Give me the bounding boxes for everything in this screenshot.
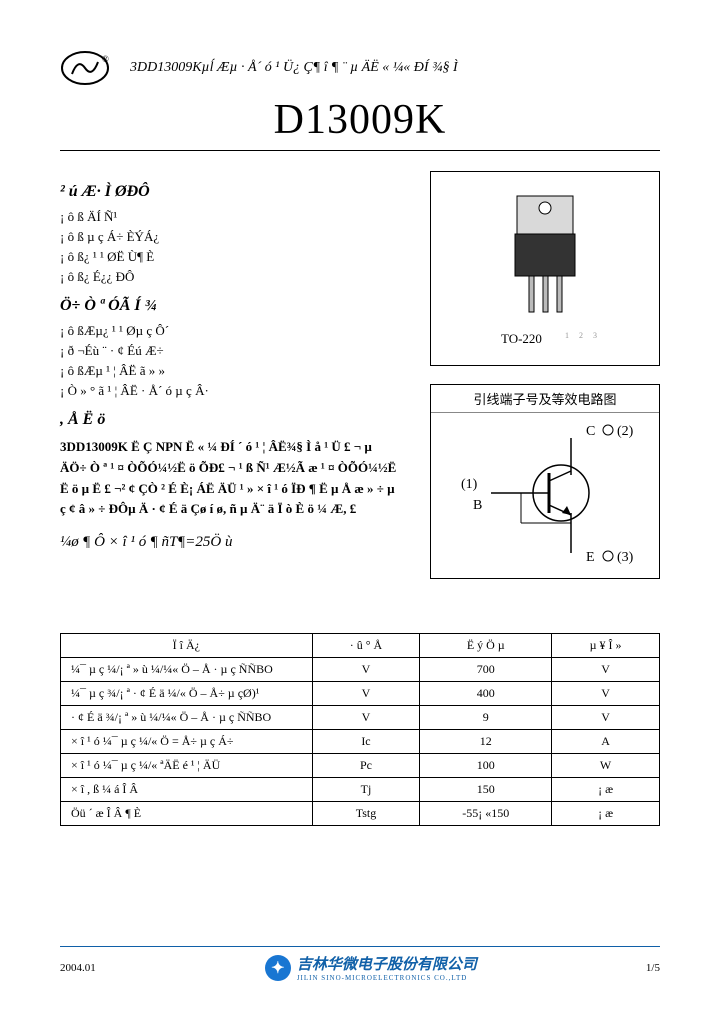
table-cell: V bbox=[552, 658, 660, 682]
company-logo-icon: ✦ bbox=[265, 955, 291, 981]
table-row: × î , ß ¼ á Î ÂTj150¡ æ bbox=[61, 778, 660, 802]
table-cell: V bbox=[552, 682, 660, 706]
desc-text: 3DD13009K Ë Ç NPN Ë « ¼ ÐÍ ´ ó ¹ ¦ ÂË¾§ … bbox=[60, 437, 400, 520]
table-cell: 400 bbox=[420, 682, 552, 706]
table-cell: V bbox=[552, 706, 660, 730]
company-block: ✦ 吉林华微电子股份有限公司 JILIN SINO-MICROELECTRONI… bbox=[265, 953, 477, 982]
table-cell: 100 bbox=[420, 754, 552, 778]
svg-text:(3): (3) bbox=[617, 550, 634, 565]
company-subtitle: JILIN SINO-MICROELECTRONICS CO.,LTD bbox=[297, 974, 477, 982]
table-cell: × î , ß ¼ á Î Â bbox=[61, 778, 313, 802]
package-label: TO-220 bbox=[501, 331, 542, 347]
table-header: Ë ý Ö µ bbox=[420, 634, 552, 658]
page-footer: 2004.01 ✦ 吉林华微电子股份有限公司 JILIN SINO-MICROE… bbox=[60, 946, 660, 982]
table-cell: 12 bbox=[420, 730, 552, 754]
table-cell: A bbox=[552, 730, 660, 754]
svg-text:(1): (1) bbox=[461, 477, 478, 492]
table-cell: 700 bbox=[420, 658, 552, 682]
app-item: ¡ ô ßÆµ¿ ¹ ¹ Øµ ç Ô´ bbox=[60, 323, 400, 339]
title-rule bbox=[60, 150, 660, 151]
table-cell: -55¡ «150 bbox=[420, 802, 552, 826]
table-cell: V bbox=[312, 682, 420, 706]
table-header-row: Ï î Ä¿ · û ° Å Ë ý Ö µ µ ¥ Î » bbox=[61, 634, 660, 658]
table-cell: V bbox=[312, 706, 420, 730]
feature-item: ¡ ô ß µ ç Á÷ ÈÝÁ¿ bbox=[60, 229, 400, 245]
table-row: ¼¯ µ ç ¼/¡ ª » ù ¼/¼« Ö – Å · µ ç ÑÑBOV7… bbox=[61, 658, 660, 682]
table-cell: Ic bbox=[312, 730, 420, 754]
table-cell: ¡ æ bbox=[552, 778, 660, 802]
table-cell: Tstg bbox=[312, 802, 420, 826]
right-column: TO-220 123 引线端子号及等效电路图 C (2) (1) B bbox=[430, 171, 660, 597]
table-row: · ¢ É ä ¾/¡ ª » ù ¼/¼« Ö – Å · µ ç ÑÑBOV… bbox=[61, 706, 660, 730]
svg-text:(2): (2) bbox=[617, 424, 634, 439]
apps-heading: Ö÷ Ò ª ÓÃ Í ¾ bbox=[60, 297, 400, 315]
main-title: D13009K bbox=[60, 96, 660, 144]
header-subtitle: 3DD13009Kµĺ Æµ · Å´ ó ¹ Ü¿ Ç¶ î ¶ ¨ µ ÄË… bbox=[130, 60, 458, 76]
table-cell: Pc bbox=[312, 754, 420, 778]
brand-logo: ® bbox=[60, 50, 110, 86]
feature-item: ¡ ô ß ÄÍ Ñ¹ bbox=[60, 209, 400, 225]
table-header: µ ¥ Î » bbox=[552, 634, 660, 658]
table-row: ¼¯ µ ç ¾/¡ ª · ¢ É ä ¼/« Ö – Å÷ µ çØ)¹V4… bbox=[61, 682, 660, 706]
circuit-title: 引线端子号及等效电路图 bbox=[431, 385, 659, 413]
app-item: ¡ ô ßÆµ ¹ ¦ ÂË ã » » bbox=[60, 363, 400, 379]
ratings-table-container: Ï î Ä¿ · û ° Å Ë ý Ö µ µ ¥ Î » ¼¯ µ ç ¼/… bbox=[60, 633, 660, 826]
table-row: Öü ´ æ Î Â ¶ ÈTstg-55¡ «150¡ æ bbox=[61, 802, 660, 826]
app-item: ¡ Ò » ° ã ¹ ¦ ÂË · Å´ ó µ ç Â· bbox=[60, 383, 400, 399]
npn-circuit-icon: C (2) (1) B E (3 bbox=[431, 413, 661, 578]
svg-text:B: B bbox=[473, 498, 482, 513]
table-cell: · ¢ É ä ¾/¡ ª » ù ¼/¼« Ö – Å · µ ç ÑÑBO bbox=[61, 706, 313, 730]
page-number: 1/5 bbox=[646, 962, 660, 974]
table-cell: ¼¯ µ ç ¾/¡ ª · ¢ É ä ¼/« Ö – Å÷ µ çØ)¹ bbox=[61, 682, 313, 706]
table-cell: W bbox=[552, 754, 660, 778]
footer-rule bbox=[60, 946, 660, 947]
table-cell: V bbox=[312, 658, 420, 682]
left-column: ² ú Æ· Ì ØÐÔ ¡ ô ß ÄÍ Ñ¹ ¡ ô ß µ ç Á÷ ÈÝ… bbox=[60, 171, 400, 597]
header-row: ® 3DD13009Kµĺ Æµ · Å´ ó ¹ Ü¿ Ç¶ î ¶ ¨ µ … bbox=[60, 50, 660, 86]
company-name: 吉林华微电子股份有限公司 bbox=[297, 953, 477, 974]
svg-text:C: C bbox=[586, 424, 595, 439]
features-heading: ² ú Æ· Ì ØÐÔ bbox=[60, 183, 400, 201]
table-row: × î ¹ ó ¼¯ µ ç ¼/« ªÄË é ¹ ¦ ÄÜPc100W bbox=[61, 754, 660, 778]
ratings-table: Ï î Ä¿ · û ° Å Ë ý Ö µ µ ¥ Î » ¼¯ µ ç ¼/… bbox=[60, 633, 660, 826]
table-row: × î ¹ ó ¼¯ µ ç ¼/« Ö = Å÷ µ ç Á÷Ic12A bbox=[61, 730, 660, 754]
table-cell: ¼¯ µ ç ¼/¡ ª » ù ¼/¼« Ö – Å · µ ç ÑÑBO bbox=[61, 658, 313, 682]
feature-item: ¡ ô ß¿ É¿¿ ÐÔ bbox=[60, 269, 400, 285]
content-row: ² ú Æ· Ì ØÐÔ ¡ ô ß ÄÍ Ñ¹ ¡ ô ß µ ç Á÷ ÈÝ… bbox=[60, 171, 660, 597]
table-cell: × î ¹ ó ¼¯ µ ç ¼/« ªÄË é ¹ ¦ ÄÜ bbox=[61, 754, 313, 778]
ratings-heading: ¼ø ¶ Ô × î ¹ ó ¶ ñT¶=25Ö ù bbox=[60, 534, 400, 551]
table-cell: ¡ æ bbox=[552, 802, 660, 826]
table-cell: 9 bbox=[420, 706, 552, 730]
package-diagram-box: TO-220 123 bbox=[430, 171, 660, 366]
circuit-diagram-box: 引线端子号及等效电路图 C (2) (1) B bbox=[430, 384, 660, 579]
package-pin-numbers: 123 bbox=[565, 331, 607, 340]
table-cell: 150 bbox=[420, 778, 552, 802]
table-header: · û ° Å bbox=[312, 634, 420, 658]
app-item: ¡ ð ¬Éù ¨ · ¢ Éú Æ÷ bbox=[60, 343, 400, 359]
to220-package-icon bbox=[495, 190, 595, 320]
table-cell: × î ¹ ó ¼¯ µ ç ¼/« Ö = Å÷ µ ç Á÷ bbox=[61, 730, 313, 754]
table-cell: Öü ´ æ Î Â ¶ È bbox=[61, 802, 313, 826]
footer-date: 2004.01 bbox=[60, 962, 96, 974]
feature-item: ¡ ô ß¿ ¹ ¹ ØË Ù¶ È bbox=[60, 249, 400, 265]
desc-heading: , Å Ë ö bbox=[60, 411, 400, 429]
table-header: Ï î Ä¿ bbox=[61, 634, 313, 658]
svg-text:E: E bbox=[586, 550, 595, 565]
table-cell: Tj bbox=[312, 778, 420, 802]
svg-text:®: ® bbox=[102, 54, 109, 64]
